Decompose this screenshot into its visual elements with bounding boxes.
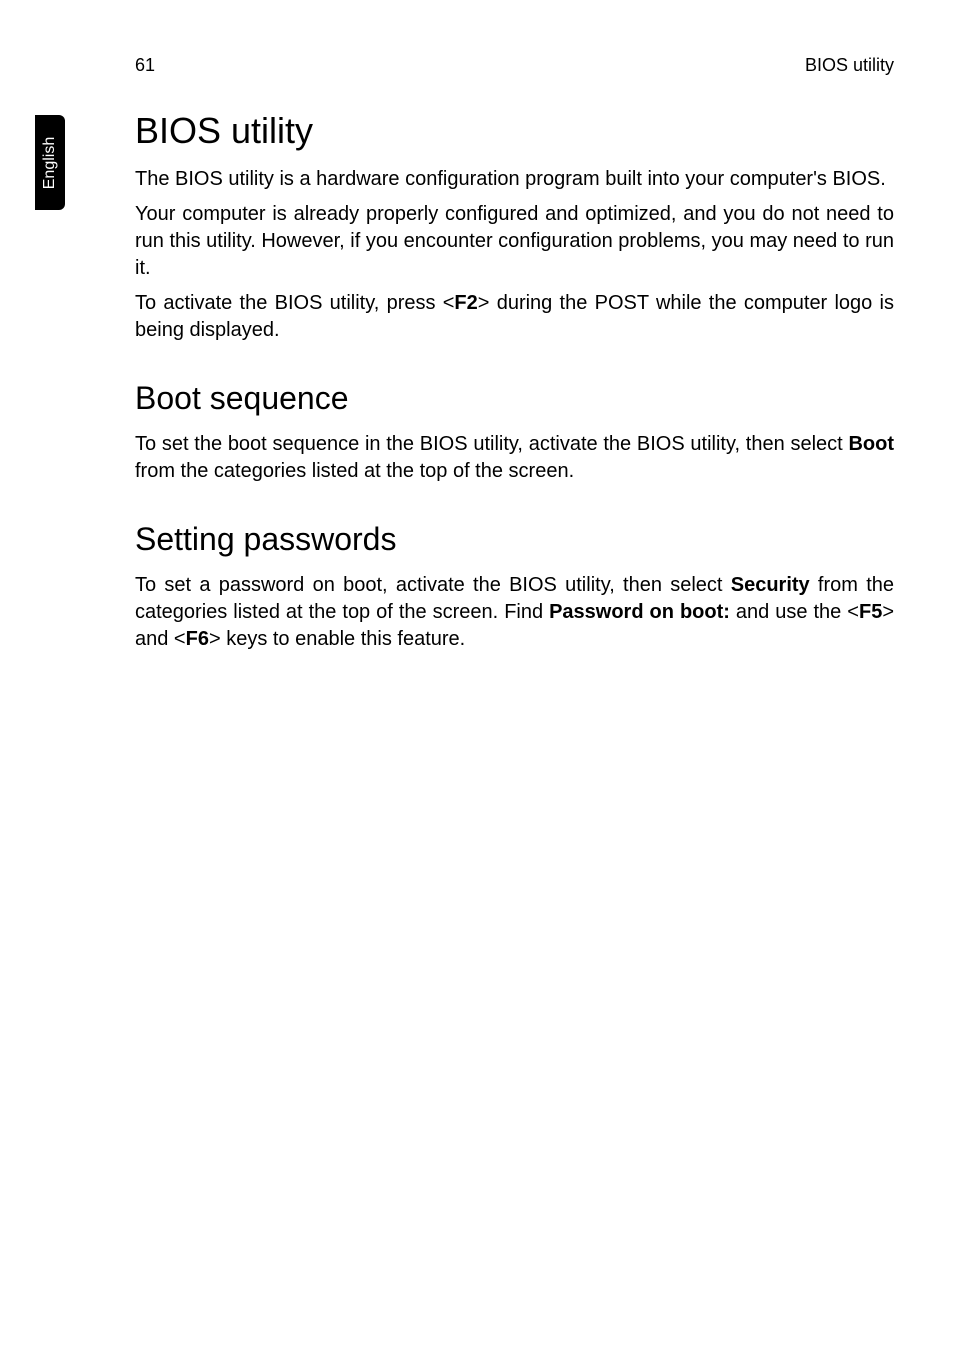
page-number: 61 bbox=[135, 55, 155, 76]
language-tab-label: English bbox=[41, 136, 59, 188]
p3-key-f2: F2 bbox=[454, 292, 477, 314]
setting-passwords-paragraph: To set a password on boot, activate the … bbox=[135, 572, 894, 653]
intro-paragraph-1: The BIOS utility is a hardware configura… bbox=[135, 166, 894, 193]
p3-text-a: To activate the BIOS utility, press < bbox=[135, 292, 454, 314]
running-head: BIOS utility bbox=[805, 55, 894, 76]
page-content: BIOS utility The BIOS utility is a hardw… bbox=[135, 110, 894, 661]
p4-text-b: from the categories listed at the top of… bbox=[135, 460, 574, 482]
setting-passwords-heading: Setting passwords bbox=[135, 521, 894, 558]
p5-security-label: Security bbox=[731, 574, 810, 596]
p5-key-f5: F5 bbox=[859, 601, 882, 623]
intro-paragraph-3: To activate the BIOS utility, press <F2>… bbox=[135, 290, 894, 344]
p5-password-on-boot-label: Password on boot: bbox=[549, 601, 730, 623]
p5-text-e: > keys to enable this feature. bbox=[209, 628, 465, 650]
p5-text-a: To set a password on boot, activate the … bbox=[135, 574, 731, 596]
p5-key-f6: F6 bbox=[186, 628, 209, 650]
p4-boot-label: Boot bbox=[848, 433, 894, 455]
page-header: 61 BIOS utility bbox=[135, 55, 894, 76]
boot-sequence-heading: Boot sequence bbox=[135, 380, 894, 417]
p4-text-a: To set the boot sequence in the BIOS uti… bbox=[135, 433, 848, 455]
p5-text-c: and use the < bbox=[730, 601, 859, 623]
intro-paragraph-2: Your computer is already properly config… bbox=[135, 201, 894, 282]
page-title: BIOS utility bbox=[135, 110, 894, 152]
language-tab: English bbox=[35, 115, 65, 210]
boot-sequence-paragraph: To set the boot sequence in the BIOS uti… bbox=[135, 431, 894, 485]
